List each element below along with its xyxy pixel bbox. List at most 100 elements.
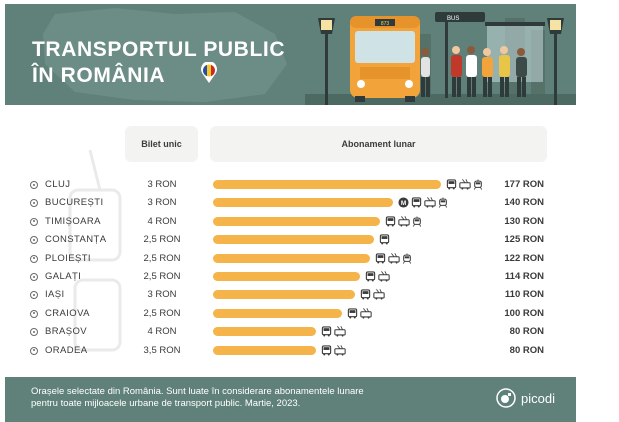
- city-name: ORADEA: [45, 344, 88, 356]
- trolleybus-icon: [334, 324, 346, 338]
- monthly-pass-price: 140 RON: [504, 197, 544, 209]
- page-title: TRANSPORTUL PUBLIC ÎN ROMÂNIA: [32, 37, 285, 89]
- metro-icon: M: [398, 195, 409, 209]
- transport-modes: [379, 232, 390, 246]
- tram-icon: [438, 195, 448, 209]
- city-row: TIMIȘOARA 4 RON 130 RON: [0, 214, 619, 232]
- trolleybus-icon: [459, 177, 471, 191]
- transport-modes: [360, 287, 385, 301]
- single-ticket-header-label: Bilet unic: [141, 139, 182, 149]
- transport-modes: [347, 306, 372, 320]
- single-ticket-price: 4 RON: [147, 326, 177, 338]
- city-row: GALAȚI 2,5 RON 114 RON: [0, 269, 619, 287]
- bus-icon: [375, 251, 386, 265]
- monthly-pass-bar: [213, 253, 370, 263]
- monthly-pass-column-header: Abonament lunar: [210, 126, 547, 162]
- header-banner: TRANSPORTUL PUBLIC ÎN ROMÂNIA 873: [5, 4, 576, 105]
- bullet-icon: [30, 273, 38, 281]
- single-ticket-price: 2,5 RON: [143, 252, 181, 264]
- bus-icon: [321, 324, 332, 338]
- bus-icon: [347, 306, 358, 320]
- piggy-bank-icon: [496, 388, 516, 408]
- transport-modes: [446, 177, 483, 191]
- bus-icon: [365, 269, 376, 283]
- single-ticket-price: 3,5 RON: [143, 344, 181, 356]
- background-vehicle-decoration: [68, 150, 122, 352]
- trolleybus-icon: [360, 306, 372, 320]
- title-line-1: TRANSPORTUL PUBLIC: [32, 38, 286, 61]
- bus-icon: [379, 232, 390, 246]
- monthly-pass-bar: [213, 216, 380, 226]
- monthly-pass-price: 130 RON: [504, 215, 544, 227]
- trolleybus-icon: [388, 251, 400, 265]
- single-ticket-price: 3 RON: [147, 179, 177, 190]
- bullet-icon: [30, 346, 38, 355]
- monthly-pass-bar: [213, 308, 342, 318]
- monthly-pass-price: 80 RON: [509, 344, 544, 356]
- brand-logo: picodi: [496, 388, 555, 408]
- city-name: TIMIȘOARA: [45, 215, 101, 227]
- city-row: CONSTANȚA 2,5 RON 125 RON: [0, 232, 619, 250]
- city-row: BRAȘOV 4 RON 80 RON: [0, 324, 619, 342]
- tram-icon: [473, 177, 483, 191]
- trolleybus-icon: [378, 269, 390, 283]
- transport-modes: [385, 214, 422, 228]
- monthly-pass-price: 114 RON: [504, 271, 544, 282]
- city-row: CLUJ 3 RON 177 RON: [0, 177, 619, 195]
- bullet-icon: [30, 236, 38, 245]
- single-ticket-price: 4 RON: [147, 215, 177, 227]
- single-ticket-price: 2,5 RON: [143, 307, 181, 319]
- transport-modes: [375, 251, 412, 265]
- brand-name: picodi: [521, 390, 555, 406]
- bus-icon: [385, 214, 396, 228]
- monthly-pass-header-label: Abonament lunar: [341, 139, 416, 149]
- monthly-pass-price: 100 RON: [504, 307, 544, 319]
- romania-flag-pin-icon: [201, 62, 217, 83]
- monthly-pass-price: 110 RON: [504, 289, 544, 301]
- tram-icon: [402, 251, 412, 265]
- monthly-pass-bar: [213, 327, 316, 337]
- city-name: BUCUREȘTI: [45, 197, 104, 209]
- bullet-icon: [30, 309, 38, 318]
- city-name: PLOIEȘTI: [45, 252, 91, 264]
- city-name: BRAȘOV: [45, 326, 87, 338]
- bus-icon: [446, 177, 457, 191]
- monthly-pass-bar: [213, 198, 393, 208]
- single-ticket-column-header: Bilet unic: [125, 126, 198, 162]
- tram-icon: [412, 214, 422, 228]
- monthly-pass-bar: [213, 180, 441, 189]
- single-ticket-price: 2,5 RON: [143, 271, 181, 282]
- single-ticket-price: 3 RON: [147, 289, 177, 301]
- monthly-pass-price: 122 RON: [504, 252, 544, 264]
- trolleybus-icon: [373, 287, 385, 301]
- city-name: CONSTANȚA: [45, 234, 107, 246]
- bullet-icon: [30, 328, 38, 337]
- footer-note-line-2: pentru toate mijloacele urbane de transp…: [31, 398, 301, 409]
- city-name: GALAȚI: [45, 271, 82, 282]
- monthly-pass-price: 125 RON: [504, 234, 544, 246]
- footer: Orașele selectate din România. Sunt luat…: [5, 377, 576, 422]
- bullet-icon: [30, 291, 38, 300]
- romania-map-icon: [43, 8, 287, 102]
- transport-modes: M: [398, 195, 448, 209]
- transport-modes: [365, 269, 390, 283]
- transport-modes: [321, 343, 346, 357]
- monthly-pass-bar: [213, 272, 360, 281]
- bus-stop-illustration: 873 BUS: [305, 12, 576, 105]
- svg-text:M: M: [401, 200, 406, 207]
- bullet-icon: [30, 254, 38, 263]
- city-row: PLOIEȘTI 2,5 RON 122 RON: [0, 251, 619, 269]
- trolleybus-icon: [334, 343, 346, 357]
- title-line-2: ÎN ROMÂNIA: [32, 64, 166, 87]
- city-name: IAȘI: [45, 289, 65, 301]
- footer-note: Orașele selectate din România. Sunt luat…: [31, 386, 451, 410]
- trolleybus-icon: [424, 195, 436, 209]
- city-row: ORADEA 3,5 RON 80 RON: [0, 343, 619, 361]
- city-row: BUCUREȘTI 3 RON M 140 RON: [0, 195, 619, 213]
- monthly-pass-bar: [213, 290, 355, 300]
- bus-icon: [321, 343, 332, 357]
- monthly-pass-bar: [213, 345, 316, 355]
- city-row: IAȘI 3 RON 110 RON: [0, 287, 619, 305]
- bus-number: 873: [381, 21, 390, 27]
- single-ticket-price: 2,5 RON: [143, 234, 181, 246]
